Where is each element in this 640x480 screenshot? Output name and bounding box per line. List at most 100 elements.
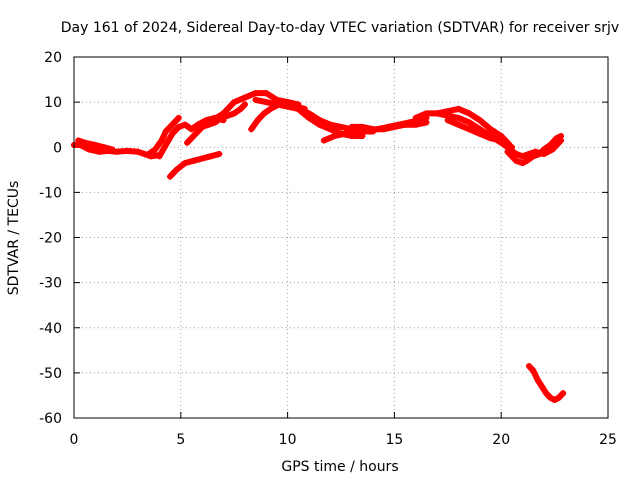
data-point: [534, 376, 541, 383]
data-point: [455, 114, 462, 121]
x-tick-labels: 0 5 10 15 20 25: [70, 432, 617, 448]
chart-title: Day 161 of 2024, Sidereal Day-to-day VTE…: [61, 20, 619, 36]
x-tick-label: 25: [599, 432, 617, 448]
data-point: [224, 112, 231, 119]
data-point: [342, 130, 349, 137]
data-point: [124, 147, 131, 154]
data-point: [519, 153, 526, 160]
data-point: [555, 394, 562, 401]
grid: [73, 56, 609, 419]
data-point: [466, 110, 473, 117]
data-point: [173, 166, 180, 173]
data-point: [263, 90, 270, 97]
data-point: [444, 117, 451, 124]
data-point: [188, 126, 195, 133]
data-point: [237, 105, 244, 112]
data-point: [194, 121, 201, 128]
data-point: [162, 128, 169, 135]
data-point: [199, 119, 206, 126]
data-point: [156, 153, 163, 160]
x-tick-label: 20: [492, 432, 510, 448]
data-point: [402, 121, 409, 128]
y-tick-label: 20: [44, 50, 62, 66]
data-point: [423, 110, 430, 117]
data-point: [209, 117, 216, 124]
data-point: [530, 367, 537, 374]
data-point: [162, 141, 169, 148]
data-point: [466, 119, 473, 126]
data-point: [220, 110, 227, 117]
series-track-2: [75, 137, 116, 153]
data-point: [525, 363, 532, 370]
data-point: [75, 137, 82, 144]
series-track-5: [167, 151, 223, 180]
data-point: [558, 137, 565, 144]
data-point: [192, 130, 199, 137]
data-point: [525, 151, 532, 158]
y-tick-label: -10: [39, 185, 62, 201]
data-point: [391, 123, 398, 130]
data-point: [412, 114, 419, 121]
data-point: [487, 126, 494, 133]
data-point: [476, 117, 483, 124]
data-point: [455, 121, 462, 128]
data-point: [538, 383, 545, 390]
data-point: [113, 148, 120, 155]
data-point: [331, 132, 338, 139]
data-point: [273, 99, 280, 106]
plot-border: [73, 56, 609, 419]
data-point: [320, 137, 327, 144]
data-point: [549, 146, 556, 153]
data-point: [184, 139, 191, 146]
series-track-15: [444, 117, 515, 151]
y-tick-label: -40: [39, 321, 62, 337]
data-point: [135, 148, 142, 155]
data-point: [327, 126, 334, 133]
data-point: [190, 157, 197, 164]
data-point: [182, 160, 189, 167]
data-point: [455, 105, 462, 112]
data-point: [254, 117, 261, 124]
data-point: [412, 121, 419, 128]
y-axis-label: SDTVAR / TECUs: [6, 181, 22, 296]
data-point: [540, 151, 547, 158]
data-point: [476, 130, 483, 137]
data-point: [152, 146, 159, 153]
data-point: [359, 123, 366, 130]
data-point: [513, 151, 520, 158]
data-point: [295, 105, 302, 112]
data-point: [380, 126, 387, 133]
data-point: [241, 101, 248, 108]
data-point: [109, 146, 116, 153]
series-track-12: [348, 119, 430, 133]
data-point: [169, 130, 176, 137]
data-point: [263, 99, 270, 106]
data-point: [547, 141, 554, 148]
data-point: [145, 151, 152, 158]
data-point: [498, 137, 505, 144]
data-point: [305, 114, 312, 121]
y-tick-label: -30: [39, 276, 62, 292]
data-point: [513, 157, 520, 164]
data-point: [158, 137, 165, 144]
data-point: [167, 173, 174, 180]
data-point: [231, 99, 238, 106]
data-point: [199, 155, 206, 162]
data-point: [519, 160, 526, 167]
x-tick-label: 15: [385, 432, 403, 448]
data-point: [434, 110, 441, 117]
y-tick-label: -20: [39, 231, 62, 247]
data-point: [175, 123, 182, 130]
data-point: [348, 123, 355, 130]
data-point: [100, 144, 107, 151]
series-track-17: [506, 137, 565, 160]
series-track-6: [184, 101, 248, 146]
data-point: [241, 94, 248, 101]
data-point: [252, 96, 259, 103]
data-point: [85, 146, 92, 153]
x-tick-label: 0: [70, 432, 79, 448]
data-layer: [71, 90, 567, 403]
data-point: [216, 151, 223, 158]
series-line: [167, 151, 223, 180]
